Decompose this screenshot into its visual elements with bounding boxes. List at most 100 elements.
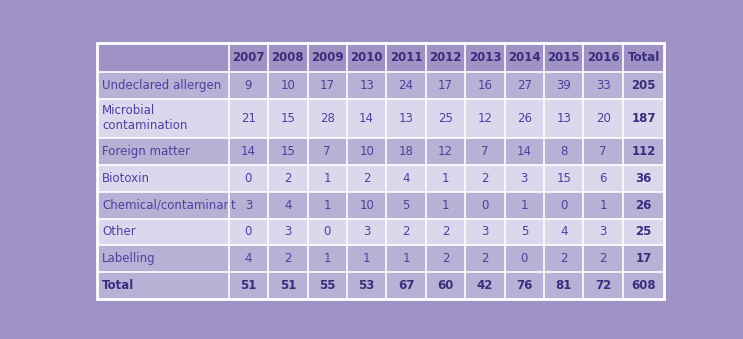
Bar	[623, 165, 664, 192]
Bar	[97, 219, 229, 245]
Bar	[268, 99, 308, 138]
Bar	[623, 99, 664, 138]
Bar	[97, 192, 229, 219]
Bar	[465, 219, 504, 245]
Text: 0: 0	[521, 252, 528, 265]
Bar	[583, 72, 623, 99]
Bar	[386, 245, 426, 272]
Bar	[583, 43, 623, 72]
Text: 1: 1	[403, 252, 410, 265]
Bar	[308, 219, 347, 245]
Text: 187: 187	[632, 112, 656, 125]
Bar	[426, 219, 465, 245]
Text: Total: Total	[102, 279, 134, 292]
Text: 0: 0	[481, 199, 489, 212]
Bar	[268, 192, 308, 219]
Bar	[465, 245, 504, 272]
Bar	[268, 43, 308, 72]
Text: 26: 26	[517, 112, 532, 125]
Bar	[465, 99, 504, 138]
Text: Microbial
contamination: Microbial contamination	[102, 104, 187, 133]
Text: 0: 0	[244, 225, 252, 238]
Bar	[268, 72, 308, 99]
Text: 42: 42	[477, 279, 493, 292]
Bar	[583, 165, 623, 192]
Bar	[623, 72, 664, 99]
Bar	[386, 138, 426, 165]
Text: 2012: 2012	[429, 51, 461, 64]
Bar	[97, 245, 229, 272]
Bar	[426, 272, 465, 299]
Text: 112: 112	[632, 145, 655, 158]
Bar	[308, 272, 347, 299]
Bar	[623, 43, 664, 72]
Bar	[97, 272, 229, 299]
Bar	[268, 165, 308, 192]
Text: 4: 4	[560, 225, 568, 238]
Bar	[386, 72, 426, 99]
Bar	[97, 165, 229, 192]
Text: 81: 81	[556, 279, 572, 292]
Bar	[386, 192, 426, 219]
Text: 25: 25	[635, 225, 652, 238]
Text: 2: 2	[403, 225, 410, 238]
Text: 2015: 2015	[548, 51, 580, 64]
Text: 0: 0	[244, 172, 252, 185]
Text: 2: 2	[481, 172, 489, 185]
Bar	[544, 43, 583, 72]
Text: 1: 1	[323, 252, 331, 265]
Text: 2: 2	[600, 252, 607, 265]
Bar	[544, 99, 583, 138]
Text: 1: 1	[442, 199, 450, 212]
Text: 60: 60	[438, 279, 454, 292]
Bar	[97, 72, 229, 99]
Text: 2: 2	[284, 172, 291, 185]
Text: 3: 3	[284, 225, 291, 238]
Text: 25: 25	[438, 112, 453, 125]
Text: 2: 2	[284, 252, 291, 265]
Bar	[97, 43, 229, 72]
Bar	[386, 219, 426, 245]
Bar	[229, 165, 268, 192]
Text: 27: 27	[517, 79, 532, 92]
Bar	[623, 192, 664, 219]
Bar	[347, 99, 386, 138]
Bar	[504, 245, 544, 272]
Text: 21: 21	[241, 112, 256, 125]
Bar	[504, 272, 544, 299]
Text: 28: 28	[319, 112, 334, 125]
Text: Biotoxin: Biotoxin	[102, 172, 150, 185]
Bar	[426, 138, 465, 165]
Text: 4: 4	[403, 172, 410, 185]
Bar	[308, 43, 347, 72]
Bar	[504, 72, 544, 99]
Text: 15: 15	[280, 112, 295, 125]
Text: 14: 14	[359, 112, 374, 125]
Bar	[465, 165, 504, 192]
Text: 2009: 2009	[311, 51, 343, 64]
Text: Chemical/contaminant: Chemical/contaminant	[102, 199, 236, 212]
Text: 608: 608	[632, 279, 656, 292]
Bar	[583, 219, 623, 245]
Text: 205: 205	[632, 79, 656, 92]
Bar	[229, 99, 268, 138]
Bar	[544, 272, 583, 299]
Bar	[623, 219, 664, 245]
Bar	[504, 43, 544, 72]
Text: 16: 16	[478, 79, 493, 92]
Text: 2008: 2008	[271, 51, 304, 64]
Bar	[347, 192, 386, 219]
Text: 10: 10	[280, 79, 295, 92]
Text: 1: 1	[323, 199, 331, 212]
Bar	[465, 43, 504, 72]
Text: 1: 1	[521, 199, 528, 212]
Text: 51: 51	[240, 279, 256, 292]
Bar	[386, 99, 426, 138]
Text: 5: 5	[403, 199, 410, 212]
Bar	[347, 43, 386, 72]
Text: 2: 2	[481, 252, 489, 265]
Text: 3: 3	[521, 172, 528, 185]
Text: 39: 39	[557, 79, 571, 92]
Bar	[308, 165, 347, 192]
Text: 2: 2	[560, 252, 568, 265]
